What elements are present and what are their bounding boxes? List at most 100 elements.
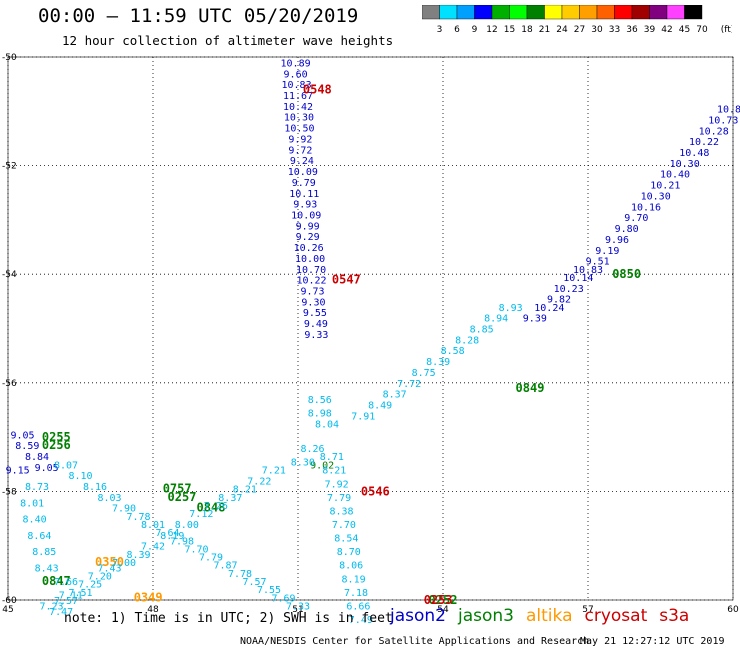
colorbar-label: 30 (591, 25, 603, 35)
wave-height-label: 10.22 (296, 276, 326, 287)
wave-height-label: 7.79 (327, 493, 351, 504)
legend-entry: s3a (659, 606, 690, 626)
wave-height-label: 10.42 (283, 102, 313, 113)
wave-height-label: 10.30 (670, 159, 700, 170)
colorbar-label: 24 (556, 25, 568, 35)
pass-time-label: 0257 (168, 490, 197, 504)
wave-height-label: 10.73 (708, 115, 738, 126)
pass-time-label: 0253 (424, 593, 453, 607)
wave-height-label: 7.47 (49, 607, 73, 618)
wave-height-label: 8.59 (15, 441, 39, 452)
wave-height-label: 9.82 (547, 295, 571, 306)
wave-height-label: 10.09 (288, 167, 318, 178)
wave-height-label: 7.21 (262, 466, 286, 477)
wave-height-label: 8.28 (455, 335, 479, 346)
wave-height-label: 10.50 (284, 124, 314, 135)
wave-height-label: 9.79 (292, 178, 316, 189)
wave-height-label: 8.07 (54, 460, 78, 471)
y-tick-label: -56 (2, 379, 17, 389)
wave-height-label: 10.09 (291, 210, 321, 221)
colorbar-label: 12 (486, 25, 497, 35)
wave-height-label: 10.40 (660, 170, 690, 181)
wave-height-label: 9.30 (301, 297, 325, 308)
wave-height-label: 7.70 (332, 520, 356, 531)
wave-height-label: 8.19 (342, 574, 366, 585)
wave-height-label: 9.49 (304, 319, 328, 330)
wave-height-label: 9.99 (296, 221, 320, 232)
pass-time-label: 0547 (332, 273, 361, 287)
wave-height-label: 8.70 (337, 547, 361, 558)
colorbar-label: 3 (437, 25, 443, 35)
wave-height-label: 9.05 (35, 463, 59, 474)
wave-height-label: 9.93 (293, 200, 317, 211)
x-tick-label: 51 (292, 605, 303, 615)
wave-height-label: 8.01 (141, 520, 165, 531)
chart-title: 00:00 – 11:59 UTC 05/20/2019 (38, 5, 359, 27)
wave-height-label: 7.57 (54, 596, 78, 607)
wave-height-label: 10.23 (554, 284, 584, 295)
wave-height-label: 7.78 (126, 512, 150, 523)
wave-height-label: 10.14 (563, 273, 593, 284)
y-tick-label: -52 (2, 162, 17, 172)
wave-height-label: 9.60 (284, 69, 308, 80)
pass-time-label: 0848 (197, 501, 226, 515)
wave-height-label: 8.73 (25, 482, 49, 493)
wave-height-label: 7.72 (397, 379, 421, 390)
wave-height-label: 10.28 (699, 126, 729, 137)
wave-height-label: 8.04 (315, 420, 339, 431)
wave-height-label: 8.40 (23, 515, 47, 526)
colorbar-label: 27 (574, 25, 585, 35)
wave-height-label: 7.66 (54, 577, 78, 588)
pass-time-label: 0350 (95, 555, 124, 569)
wave-height-label: 7.51 (68, 588, 92, 599)
wave-height-label: 10.70 (296, 265, 326, 276)
wave-height-label: 7.22 (247, 477, 271, 488)
colorbar-label: 21 (539, 25, 550, 35)
wave-height-label: 7.87 (213, 561, 237, 572)
x-tick-label: 54 (437, 605, 449, 615)
chart-subtitle: 12 hour collection of altimeter wave hei… (62, 33, 394, 48)
pass-time-label: 0548 (303, 83, 332, 97)
colorbar-label: 36 (626, 25, 638, 35)
wave-height-label: 7.91 (351, 411, 375, 422)
wave-height-label: 10.21 (650, 181, 680, 192)
plot-frame (7, 56, 734, 601)
wave-height-label: 7.90 (112, 504, 136, 515)
colorbar-label: 42 (661, 25, 672, 35)
wave-height-label: 8.26 (300, 444, 324, 455)
wave-height-label: 7.57 (242, 577, 266, 588)
wave-height-label: 7.20 (88, 572, 112, 583)
wave-height-label: 9.29 (296, 232, 320, 243)
pass-time-label: 0546 (361, 484, 390, 498)
colorbar-label: 6 (454, 25, 460, 35)
pass-time-label: 0252 (429, 593, 458, 607)
wave-height-label: 8.64 (27, 531, 51, 542)
y-tick-label: -60 (2, 596, 17, 606)
wave-height-label: 7.70 (184, 544, 208, 555)
legend-entry: cryosat (584, 606, 648, 626)
wave-height-label: 8.94 (484, 314, 508, 325)
footer-credit: NOAA/NESDIS Center for Satellite Applica… (240, 636, 590, 647)
y-tick-label: -58 (2, 487, 17, 497)
colorbar-label: 9 (472, 25, 478, 35)
wave-height-label: 7.23 (39, 601, 63, 612)
wave-height-label: 10.00 (295, 254, 325, 265)
x-tick-label: 60 (727, 605, 739, 615)
wave-height-label: 8.03 (97, 493, 121, 504)
wave-height-label: 7.26 (204, 501, 228, 512)
wave-height-label: 8.39 (126, 550, 150, 561)
wave-height-label: 7.69 (271, 593, 295, 604)
wave-height-label: 8.93 (499, 303, 523, 314)
wave-height-label: 6.66 (346, 601, 370, 612)
wave-height-label: 8.54 (334, 534, 358, 545)
footer-note: note: 1) Time is in UTC; 2) SWH is in fe… (64, 611, 393, 626)
wave-height-label: 10.83 (281, 80, 311, 91)
wave-height-label: 11.67 (283, 91, 313, 102)
wave-height-label: 8.16 (83, 482, 107, 493)
wave-height-label: 8.56 (308, 395, 332, 406)
wave-height-label: 8.10 (68, 471, 92, 482)
wave-height-label: 7.25 (78, 580, 102, 591)
wave-height-label: 8.06 (339, 561, 363, 572)
